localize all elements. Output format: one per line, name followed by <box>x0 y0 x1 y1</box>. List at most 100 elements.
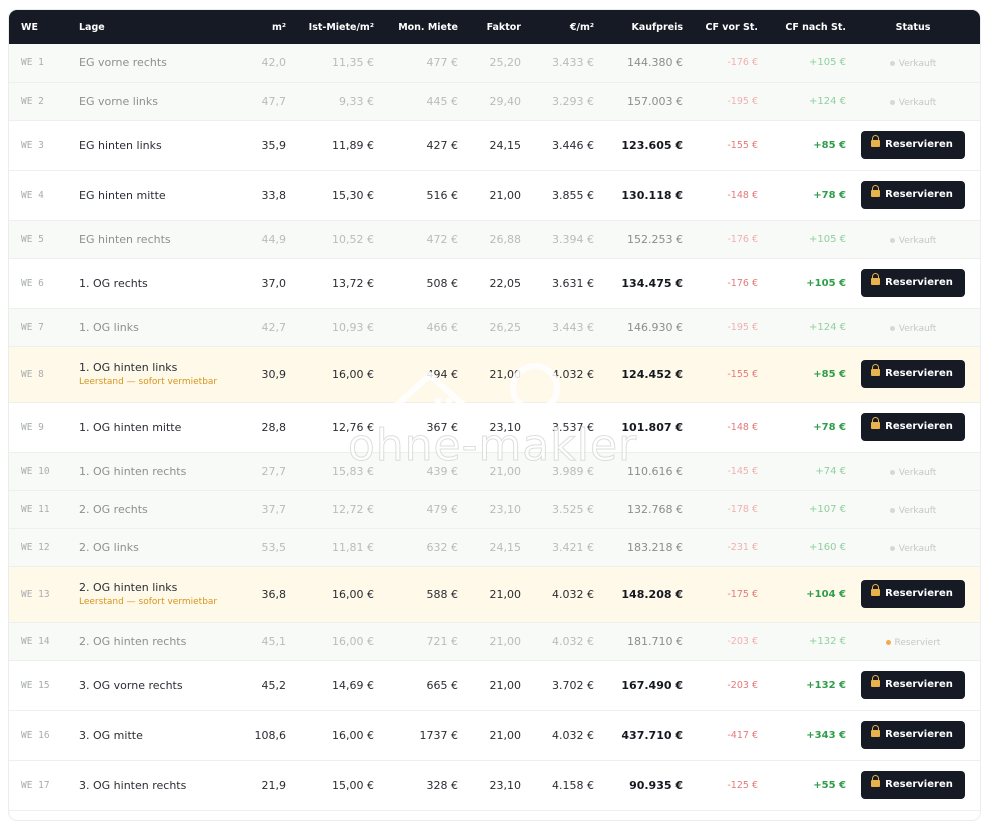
unit-rent-per-m2: 11,35 € <box>332 56 374 70</box>
unit-status: Verkauft <box>846 220 980 258</box>
reserve-button[interactable]: Reservieren <box>861 771 965 799</box>
unit-purchase-price: 132.768 € <box>627 502 683 516</box>
unit-area: 30,9 <box>261 367 287 381</box>
unit-status: Reservieren <box>846 566 980 622</box>
reserve-button-label: Reservieren <box>885 189 953 200</box>
reserve-button[interactable]: Reservieren <box>861 413 965 441</box>
status-dot-icon <box>889 99 895 105</box>
reserve-button[interactable]: Reservieren <box>861 671 965 699</box>
unit-status: Verkauft <box>846 82 980 120</box>
table-row: WE 1 EG vorne rechts 42,0 11,35 € 477 € 25,20… <box>9 44 980 82</box>
status-badge: Verkauft <box>889 324 936 334</box>
unit-area: 28,8 <box>261 420 287 434</box>
table-header-row: WE Lage m² Ist-Miete/m² Mon. Miete Fakto… <box>9 10 980 44</box>
reserve-button[interactable]: Reservieren <box>861 269 965 297</box>
unit-location-label: EG vorne links <box>79 94 158 108</box>
unit-location: 3. OG mitte <box>79 710 244 760</box>
table-row: WE 3 EG hinten links 35,9 11,89 € 427 € 24,15… <box>9 120 980 170</box>
status-badge: Verkauft <box>889 98 936 108</box>
unit-id: WE 5 <box>21 233 44 245</box>
unit-location-label: EG hinten rechts <box>79 232 171 246</box>
reserve-button-label: Reservieren <box>885 368 953 379</box>
unit-area: 45,2 <box>261 678 287 692</box>
unit-cf-after-tax: +104 € <box>806 588 846 600</box>
reserve-button[interactable]: Reservieren <box>861 721 965 749</box>
header-eur-m2: €/m² <box>569 21 594 33</box>
unit-id: WE 9 <box>21 421 44 433</box>
status-dot-icon <box>885 639 891 645</box>
unit-monthly-rent: 479 € <box>426 502 459 516</box>
unit-factor: 23,10 <box>489 778 522 792</box>
status-badge: Verkauft <box>889 506 936 516</box>
unit-area: 33,8 <box>261 188 287 202</box>
unit-status: Reservieren <box>846 760 980 810</box>
unit-status: Reservieren <box>846 660 980 710</box>
unit-area: 27,7 <box>261 464 287 478</box>
status-dot-icon <box>889 507 895 513</box>
unit-location-label: 2. OG hinten links <box>79 581 178 594</box>
unit-purchase-price: 144.380 € <box>627 56 683 70</box>
unit-location: EG hinten rechts <box>79 220 244 258</box>
unit-cf-before-tax: -178 € <box>727 503 758 515</box>
status-dot-icon <box>889 469 895 475</box>
unit-monthly-rent: 466 € <box>426 320 459 334</box>
unit-cf-after-tax: +124 € <box>808 321 846 333</box>
unit-cf-after-tax: +132 € <box>808 635 846 647</box>
unit-cf-after-tax: +85 € <box>813 139 846 151</box>
table-row: WE 13 2. OG hinten links Leerstand — sofor… <box>9 566 980 622</box>
unit-cf-after-tax: +124 € <box>808 95 846 107</box>
unit-area: 44,9 <box>261 232 287 246</box>
reserve-button-label: Reservieren <box>885 779 953 790</box>
lock-icon <box>871 364 881 376</box>
lock-icon <box>871 273 881 285</box>
reserve-button[interactable]: Reservieren <box>861 181 965 209</box>
units-table: WE Lage m² Ist-Miete/m² Mon. Miete Fakto… <box>9 10 980 811</box>
reserve-button-label: Reservieren <box>885 421 953 432</box>
status-dot-icon <box>889 545 895 551</box>
unit-cf-after-tax: +78 € <box>813 189 846 201</box>
unit-price-per-m2: 3.855 € <box>552 188 594 202</box>
unit-price-per-m2: 3.525 € <box>552 502 594 516</box>
status-label: Reserviert <box>894 637 941 648</box>
unit-price-per-m2: 4.158 € <box>552 778 594 792</box>
unit-status: Verkauft <box>846 452 980 490</box>
unit-id: WE 12 <box>21 541 50 553</box>
unit-monthly-rent: 588 € <box>426 587 459 601</box>
unit-id: WE 17 <box>21 779 50 791</box>
reserve-button[interactable]: Reservieren <box>861 580 965 608</box>
header-status: Status <box>895 21 931 33</box>
unit-id: WE 3 <box>21 139 44 151</box>
unit-location-label: 1. OG hinten mitte <box>79 420 182 434</box>
header-we: WE <box>21 21 38 33</box>
unit-cf-after-tax: +343 € <box>806 729 846 741</box>
reserve-button[interactable]: Reservieren <box>861 360 965 388</box>
unit-area: 47,7 <box>261 94 287 108</box>
reserve-button[interactable]: Reservieren <box>861 131 965 159</box>
unit-id: WE 4 <box>21 189 44 201</box>
unit-monthly-rent: 328 € <box>426 778 459 792</box>
unit-status: Reservieren <box>846 120 980 170</box>
unit-rent-per-m2: 14,69 € <box>332 678 374 692</box>
lock-icon <box>871 417 881 429</box>
unit-factor: 26,25 <box>489 320 522 334</box>
unit-factor: 21,00 <box>489 464 522 478</box>
unit-price-per-m2: 3.433 € <box>552 56 594 70</box>
status-badge: Verkauft <box>889 59 936 69</box>
table-body: WE 1 EG vorne rechts 42,0 11,35 € 477 € 25,20… <box>9 44 980 810</box>
unit-cf-after-tax: +105 € <box>808 57 846 69</box>
unit-cf-before-tax: -176 € <box>727 277 758 289</box>
unit-monthly-rent: 477 € <box>426 56 459 70</box>
unit-cf-before-tax: -175 € <box>727 588 758 600</box>
unit-id: WE 15 <box>21 679 50 691</box>
unit-monthly-rent: 472 € <box>426 232 459 246</box>
unit-status: Reserviert <box>846 622 980 660</box>
unit-factor: 29,40 <box>489 94 522 108</box>
unit-purchase-price: 134.475 € <box>621 276 683 290</box>
unit-location: 3. OG hinten rechts <box>79 760 244 810</box>
unit-cf-before-tax: -195 € <box>727 321 758 333</box>
unit-id: WE 2 <box>21 95 44 107</box>
unit-purchase-price: 101.807 € <box>621 420 683 434</box>
unit-price-per-m2: 3.446 € <box>552 138 594 152</box>
unit-cf-before-tax: -148 € <box>727 189 758 201</box>
unit-factor: 21,00 <box>489 728 522 742</box>
